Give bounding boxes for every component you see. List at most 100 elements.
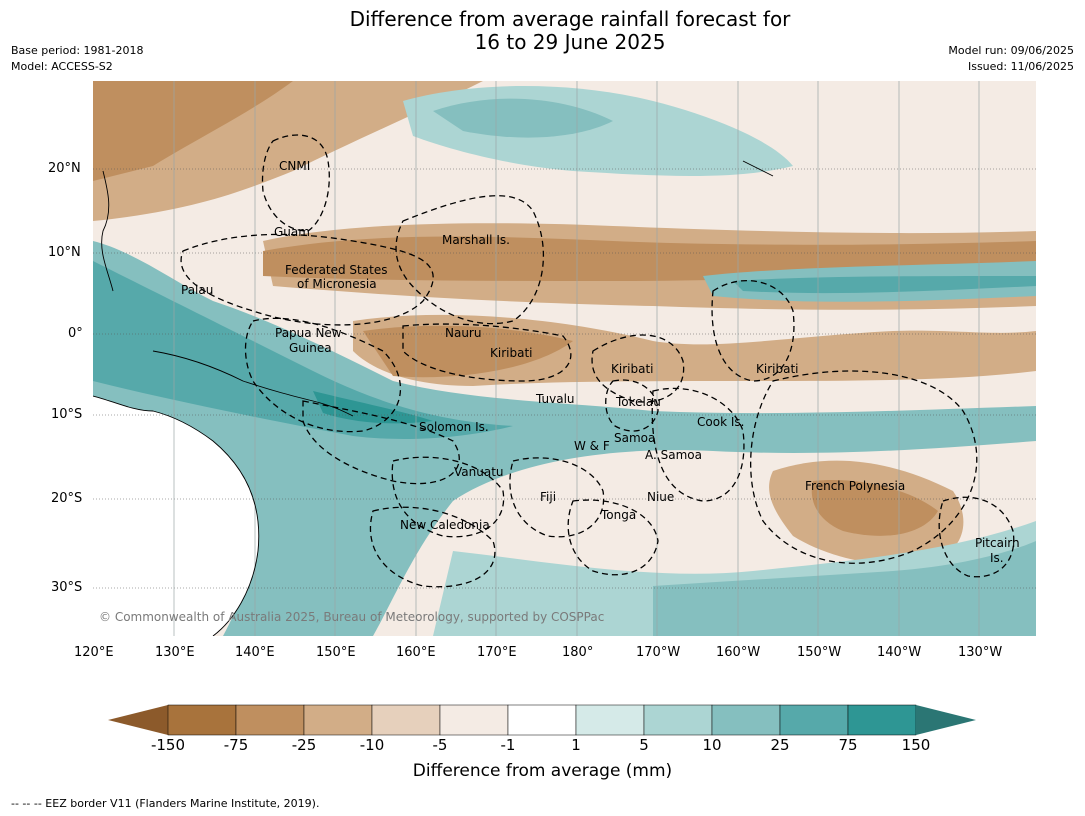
eez-marshall: [395, 195, 545, 325]
colorbar-tick-label: 10: [702, 736, 722, 754]
colorbar-extend-high: [916, 705, 976, 735]
wet-core-north: [433, 98, 613, 138]
wet-warm-pool: [93, 241, 1036, 636]
place-labels: CNMI Guam Marshall Is. Federated States …: [181, 159, 1020, 565]
coastline-hawaii: [742, 160, 774, 177]
lon-label: 140°E: [235, 645, 275, 660]
lat-label-20n: 20°N: [48, 161, 81, 176]
australia-land: [93, 396, 259, 636]
place-label: Tonga: [600, 508, 636, 522]
lat-label-0: 0°: [68, 326, 83, 341]
lon-label: 170°E: [477, 645, 517, 660]
colorbar-label: Difference from average (mm): [412, 761, 673, 781]
colorbar-tick-label: 5: [639, 736, 649, 754]
eez-legend-text: -- -- -- EEZ border V11 (Flanders Marine…: [11, 797, 320, 810]
place-label: Kiribati: [611, 362, 653, 376]
eez-pitcairn: [938, 496, 1015, 578]
colorbar-tick-label: -75: [223, 736, 249, 754]
colorbar-segment: [167, 704, 237, 736]
place-label: Niue: [647, 490, 674, 504]
dry-core-french-polynesia: [811, 480, 938, 536]
eez-kiribati-line: [711, 279, 795, 382]
place-label: Pitcairn: [975, 536, 1020, 550]
place-label: Kiribati: [490, 346, 532, 360]
place-label: of Micronesia: [297, 277, 377, 291]
coastlines: [93, 160, 774, 636]
lon-label: 180°: [562, 645, 594, 660]
eez-french-polynesia: [750, 370, 978, 564]
place-label: Nauru: [445, 326, 481, 340]
place-label: Is.: [990, 551, 1004, 565]
dry-core-equator: [363, 325, 573, 378]
place-label: Fiji: [540, 490, 556, 504]
place-label: Samoa: [614, 431, 655, 445]
lon-label: 160°E: [396, 645, 436, 660]
colorbar-tick-label: -1: [500, 736, 516, 754]
issued-date: Issued: 11/06/2025: [967, 60, 1074, 73]
lat-label-10n: 10°N: [48, 245, 81, 260]
lat-label-20s: 20°S: [51, 491, 83, 506]
eez-kiribati-phoenix: [591, 334, 685, 403]
colorbar-extend-low: [108, 705, 168, 735]
eez-tonga: [567, 499, 659, 576]
eez-kiribati-central: [402, 323, 572, 382]
colorbar-segment: [575, 704, 645, 736]
longitude-gridlines: [173, 81, 980, 636]
eez-new-caledonia: [369, 506, 496, 588]
lat-label-30s: 30°S: [51, 580, 83, 595]
latitude-gridlines: [93, 168, 1036, 589]
wet-core-southeast: [653, 541, 1036, 636]
place-label: Tokelau: [615, 395, 661, 409]
colorbar-segment: [371, 704, 441, 736]
coastline-new-guinea: [152, 350, 354, 417]
eez-fiji: [509, 457, 605, 538]
lat-label-10s: 10°S: [51, 407, 83, 422]
colorbar-tick-label: 25: [770, 736, 790, 754]
lon-label: 160°W: [716, 645, 761, 660]
place-label: Guam: [274, 225, 310, 239]
dry-core-northwest: [93, 81, 293, 181]
base-period: Base period: 1981-2018: [11, 44, 144, 57]
coastline-australia: [93, 395, 260, 636]
place-label: Solomon Is.: [419, 420, 489, 434]
place-label: Cook Is.: [697, 415, 744, 429]
place-label: Tuvalu: [535, 392, 575, 406]
wet-core-warm-pool: [93, 261, 513, 439]
wet-core-5n: [733, 276, 1036, 294]
colorbar-segment: [643, 704, 713, 736]
place-label: Kiribati: [756, 362, 798, 376]
lon-label: 170°W: [636, 645, 681, 660]
place-label: French Polynesia: [805, 479, 905, 493]
model-name: Model: ACCESS-S2: [11, 60, 113, 73]
colorbar-tick-label: 75: [838, 736, 858, 754]
lon-label: 130°E: [155, 645, 195, 660]
eez-tokelau: [605, 379, 659, 432]
place-label: W & F: [574, 439, 610, 453]
colorbar-segment: [847, 704, 917, 736]
lon-label: 150°E: [316, 645, 356, 660]
colorbar-segment: [303, 704, 373, 736]
place-label: A. Samoa: [645, 448, 702, 462]
lon-label: 120°E: [74, 645, 114, 660]
place-label: New Caledonia: [400, 518, 490, 532]
colorbar-tick-label: 150: [901, 736, 931, 754]
colorbar: [108, 704, 976, 736]
place-label: Vanuatu: [454, 465, 504, 479]
colorbar-tick-label: -5: [432, 736, 448, 754]
lon-label: 140°W: [877, 645, 922, 660]
eez-solomon: [302, 400, 460, 485]
place-label: Palau: [181, 283, 213, 297]
place-label: Guinea: [289, 341, 332, 355]
place-label: Federated States: [285, 263, 387, 277]
eez-cook: [651, 387, 745, 502]
eez-borders: [180, 134, 1015, 588]
place-label: Papua New: [275, 326, 342, 340]
colorbar-segment: [507, 704, 577, 736]
place-label: Marshall Is.: [442, 233, 510, 247]
rainfall-map: CNMI Guam Marshall Is. Federated States …: [93, 81, 1036, 636]
eez-fsm: [180, 233, 434, 326]
colorbar-segment: [235, 704, 305, 736]
place-label: CNMI: [279, 159, 310, 173]
lon-label: 150°W: [797, 645, 842, 660]
copyright-notice: © Commonwealth of Australia 2025, Bureau…: [99, 610, 604, 624]
